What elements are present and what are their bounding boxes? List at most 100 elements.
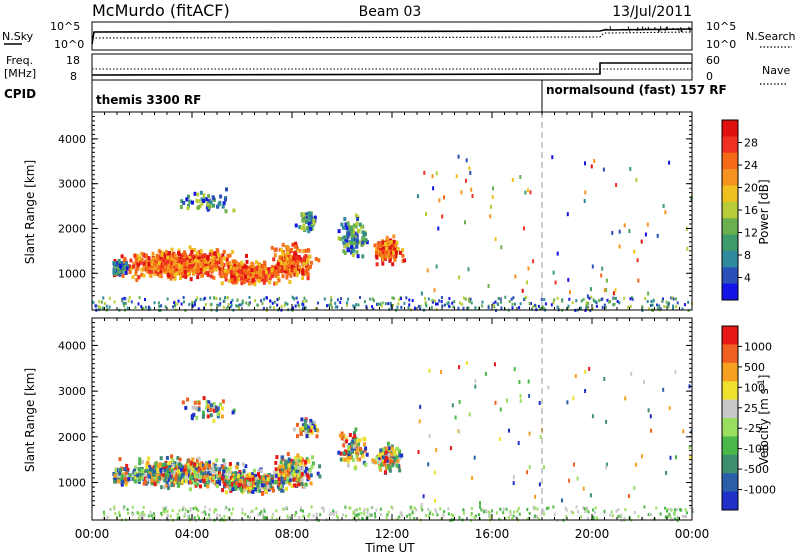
- power-cell: [279, 260, 283, 265]
- velocity-ground-cell: [176, 512, 179, 516]
- velocity-cell: [140, 466, 144, 471]
- power-ground-cell: [293, 297, 296, 301]
- power-ground-cell: [230, 301, 233, 304]
- power-cell: [183, 269, 187, 274]
- velocity-cell: [150, 481, 154, 486]
- velocity-ground-cell: [513, 510, 516, 514]
- power-cell: [289, 260, 293, 265]
- power-ground-cell: [292, 306, 295, 310]
- power-cell: [154, 269, 158, 274]
- velocity-speckle-cell: [538, 401, 541, 405]
- velocity-ground-cell: [151, 516, 154, 520]
- power-cell: [153, 272, 157, 277]
- power-ground-cell: [218, 303, 221, 307]
- power-cell: [164, 263, 168, 268]
- power-cell: [132, 264, 136, 269]
- velocity-ground-cell: [425, 514, 428, 518]
- velocity-cell: [228, 465, 232, 470]
- velocity-cell: [197, 456, 201, 461]
- velocity-cell: [290, 484, 294, 488]
- power-ground-cell: [462, 306, 465, 310]
- velocity-ground-cell: [576, 509, 579, 513]
- power-speckle-cell: [494, 237, 497, 242]
- power-cell: [151, 259, 155, 264]
- power-ground-cell: [328, 303, 331, 307]
- velocity-ground-cell: [335, 511, 338, 515]
- velocity-ground-cell: [197, 509, 200, 513]
- power-cell: [200, 197, 204, 202]
- power-cell: [202, 199, 206, 203]
- power-cell: [171, 257, 175, 262]
- power-cell: [379, 243, 383, 248]
- velocity-ground-cell: [691, 508, 694, 512]
- power-ground-cell: [302, 299, 305, 303]
- velocity-speckle-cell: [605, 465, 608, 470]
- velocity-cell: [191, 405, 195, 410]
- power-cell: [298, 259, 302, 264]
- power-cell: [167, 258, 171, 263]
- velocity-cell: [216, 412, 220, 417]
- power-cell: [191, 200, 194, 205]
- velocity-ground-cell: [674, 517, 676, 521]
- velocity-cell: [147, 469, 151, 474]
- velocity-ground-cell: [435, 510, 438, 514]
- power-ground-cell: [508, 300, 511, 303]
- velocity-colorbar-tick: -1000: [744, 484, 776, 497]
- power-cell: [271, 264, 275, 269]
- power-ground-cell: [461, 302, 464, 306]
- velocity-ground-cell: [470, 507, 473, 510]
- power-cell: [302, 261, 306, 266]
- power-cell: [273, 253, 277, 258]
- power-speckle-cell: [618, 229, 621, 234]
- power-cell: [259, 272, 263, 277]
- velocity-ground-cell: [431, 512, 434, 516]
- power-ground-cell: [137, 302, 140, 306]
- velocity-cell: [218, 480, 221, 485]
- power-speckle-cell: [435, 264, 438, 269]
- velocity-ground-cell: [669, 515, 672, 519]
- power-cell: [147, 263, 151, 268]
- nsearch-label: N.Search: [746, 30, 796, 43]
- velocity-speckle-cell: [433, 498, 436, 503]
- power-ground-cell: [525, 296, 528, 299]
- power-cell: [274, 265, 278, 270]
- power-cell: [135, 278, 139, 282]
- power-cell: [258, 267, 262, 272]
- power-speckle-cell: [644, 232, 647, 237]
- velocity-cell: [143, 480, 147, 485]
- velocity-ytick-label: 3000: [58, 385, 86, 398]
- power-ground-cell: [589, 309, 592, 313]
- power-ground-cell: [126, 306, 129, 310]
- velocity-cell: [283, 469, 287, 474]
- velocity-cell: [297, 459, 301, 464]
- power-ground-cell: [552, 301, 555, 305]
- velocity-cell: [152, 469, 156, 474]
- power-cell: [147, 256, 151, 261]
- velocity-cell: [230, 471, 234, 476]
- velocity-cell: [241, 471, 245, 476]
- power-ground-cell: [219, 297, 222, 301]
- velocity-ground-cell: [537, 517, 540, 521]
- power-ground-cell: [514, 302, 516, 306]
- velocity-cell: [176, 456, 180, 461]
- power-ground-cell: [441, 304, 444, 308]
- velocity-cell: [188, 487, 192, 492]
- power-ground-cell: [336, 298, 339, 302]
- velocity-ground-cell: [138, 516, 141, 520]
- power-ground-cell: [191, 302, 194, 306]
- power-cell: [351, 253, 355, 258]
- power-cell: [289, 254, 293, 259]
- velocity-cell: [354, 427, 358, 432]
- power-colorbar-segment: [722, 169, 738, 186]
- power-ground-cell: [227, 303, 230, 306]
- power-cell: [147, 261, 151, 266]
- power-cell: [285, 275, 289, 280]
- power-cell: [270, 274, 274, 279]
- power-cell: [213, 251, 217, 256]
- velocity-ground-cell: [385, 516, 388, 519]
- velocity-cell: [304, 426, 307, 431]
- velocity-cell: [190, 467, 194, 472]
- velocity-cell: [173, 479, 177, 484]
- velocity-cell: [385, 458, 389, 463]
- velocity-cell: [386, 464, 390, 469]
